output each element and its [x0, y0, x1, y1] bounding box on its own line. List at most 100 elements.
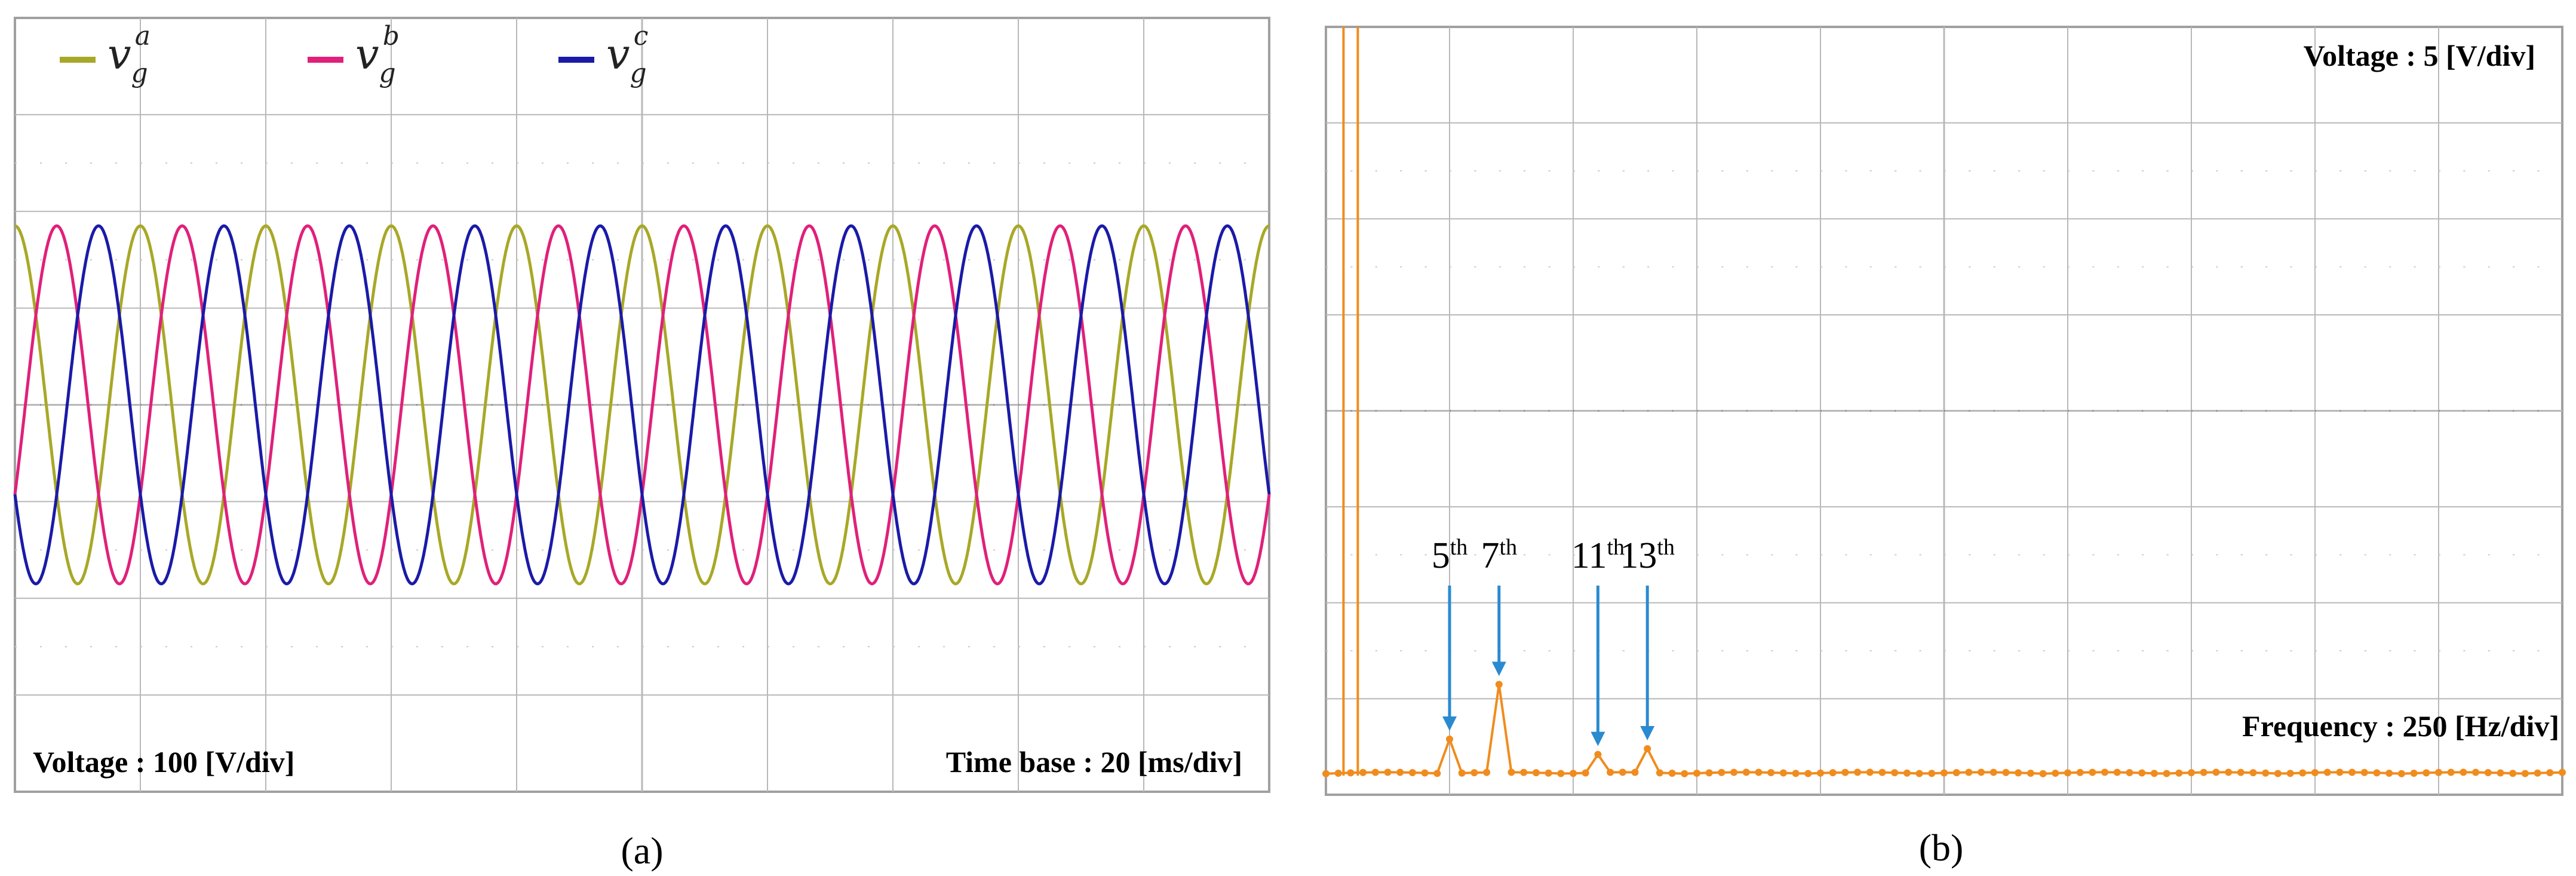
- spectrum-point: [2521, 770, 2529, 777]
- spectrum-point: [2052, 770, 2059, 777]
- spectrum-point: [1767, 768, 1775, 776]
- panel-a-waveforms: [13, 224, 1271, 586]
- spectrum-point: [2559, 768, 2566, 776]
- harmonic-label-11: 11th: [1571, 535, 1625, 576]
- waveform-series-2: [13, 224, 1271, 586]
- spectrum-point: [1446, 735, 1453, 743]
- spectrum-point: [2126, 768, 2133, 776]
- spectrum-point: [2299, 769, 2307, 777]
- harmonic-arrowhead-13: [1640, 726, 1655, 741]
- spectrum-point: [2385, 770, 2393, 777]
- spectrum-point: [1903, 769, 1911, 777]
- harmonic-arrowhead-7: [1491, 661, 1506, 676]
- spectrum-point: [1965, 768, 1973, 776]
- spectrum-point: [2447, 768, 2455, 776]
- spectrum-point: [1334, 770, 1342, 777]
- spectrum-point: [1483, 768, 1491, 776]
- spectrum-point: [1668, 770, 1676, 777]
- spectrum-point: [2360, 768, 2368, 776]
- spectrum-point: [1495, 681, 1503, 688]
- spectrum-point: [2064, 769, 2071, 777]
- spectrum-point: [2249, 769, 2257, 777]
- spectrum-point: [2002, 768, 2010, 776]
- spectrum-point: [1718, 768, 1725, 776]
- panel-a-legend: vga vgb vgc: [60, 21, 648, 88]
- spectrum-point: [1866, 768, 1874, 776]
- spectrum-point: [2076, 768, 2084, 776]
- spectrum-point: [2336, 768, 2344, 776]
- panel-a-caption: (a): [621, 829, 663, 872]
- spectrum-point: [2423, 769, 2430, 777]
- spectrum-point: [1582, 769, 1589, 777]
- spectrum-point: [1545, 769, 1552, 777]
- spectrum-point: [1854, 768, 1862, 776]
- spectrum-point: [1952, 768, 1960, 776]
- panel-b-voltage-scale: Voltage : 5 [V/div]: [2304, 39, 2535, 72]
- spectrum-point: [2225, 768, 2233, 776]
- spectrum-point: [2546, 769, 2554, 777]
- spectrum-point: [1779, 769, 1787, 777]
- spectrum-point: [1470, 769, 1478, 777]
- spectrum-point: [2274, 770, 2282, 777]
- spectrum-point: [2039, 770, 2047, 777]
- spectrum-point: [1891, 769, 1899, 777]
- spectrum-point: [1705, 769, 1713, 777]
- spectrum-point: [1878, 768, 1886, 776]
- panel-a-time-scale: Time base : 20 [ms/div]: [946, 745, 1242, 779]
- spectrum-point: [2113, 768, 2121, 776]
- spectrum-point: [2150, 770, 2158, 777]
- panel-b-spectrum-trace: [1322, 27, 2566, 777]
- spectrum-point: [2472, 768, 2480, 776]
- panel-a-time-domain: vga vgb vgc Voltage : 100 [V/div] Time b…: [13, 17, 1271, 872]
- spectrum-point: [2212, 768, 2220, 776]
- spectrum-point: [1656, 769, 1663, 777]
- spectrum-point: [1755, 768, 1763, 776]
- spectrum-point: [1347, 769, 1355, 777]
- harmonic-label-7: 7th: [1481, 535, 1518, 576]
- spectrum-point: [1594, 751, 1602, 758]
- spectrum-point: [1507, 768, 1515, 776]
- spectrum-point: [1989, 768, 1997, 776]
- spectrum-point: [1322, 770, 1330, 777]
- spectrum-point: [2460, 768, 2467, 776]
- spectrum-point: [1532, 769, 1540, 777]
- spectrum-point: [1644, 745, 1651, 753]
- spectrum-point: [2435, 768, 2442, 776]
- spectrum-point: [2323, 768, 2331, 776]
- spectrum-point: [2237, 768, 2245, 776]
- harmonic-label-5: 5th: [1432, 535, 1468, 576]
- spectrum-point: [1619, 768, 1626, 776]
- spectrum-point: [1804, 770, 1812, 777]
- spectrum-point: [2484, 768, 2492, 776]
- harmonic-arrowhead-11: [1591, 731, 1605, 746]
- spectrum-point: [1841, 768, 1849, 776]
- spectrum-point: [1941, 769, 1948, 777]
- legend-label-vc: vgc: [606, 21, 648, 88]
- spectrum-point: [1384, 768, 1392, 776]
- spectrum-point: [1570, 770, 1577, 777]
- legend-label-vb: vgb: [355, 21, 400, 88]
- spectrum-point: [2262, 769, 2270, 777]
- spectrum-point: [1915, 770, 1923, 777]
- spectrum-point: [2027, 770, 2034, 777]
- spectrum-point: [1520, 768, 1528, 776]
- spectrum-point: [1458, 769, 1466, 777]
- spectrum-point: [1792, 770, 1800, 777]
- spectrum-point: [2089, 768, 2096, 776]
- spectrum-point: [1928, 770, 1936, 777]
- legend-entry-vc: vgc: [558, 21, 648, 88]
- spectrum-point: [2311, 768, 2319, 776]
- spectrum-point: [2163, 770, 2170, 777]
- legend-label-va: vga: [108, 21, 151, 88]
- spectrum-point: [1693, 770, 1700, 777]
- spectrum-point: [1631, 768, 1639, 776]
- spectrum-point: [1433, 770, 1441, 777]
- spectrum-point: [1730, 768, 1738, 776]
- panel-a-voltage-scale: Voltage : 100 [V/div]: [33, 745, 294, 779]
- spectrum-point: [2534, 769, 2541, 777]
- harmonic-label-13: 13th: [1620, 535, 1675, 576]
- spectrum-point: [1421, 769, 1429, 777]
- spectrum-point: [1742, 768, 1750, 776]
